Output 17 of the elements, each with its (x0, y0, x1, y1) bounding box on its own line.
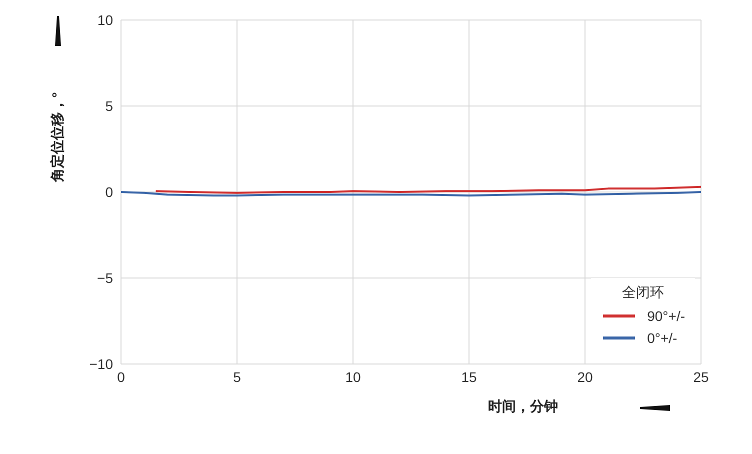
y-tick-label: 0 (105, 184, 114, 200)
legend-title: 全闭环 (621, 284, 666, 302)
line-series (154, 186, 701, 194)
y-tick-label: −5 (97, 270, 114, 286)
x-tick-label: 5 (233, 368, 242, 385)
x-tick-label: 25 (693, 368, 709, 385)
y-tick-label: −10 (89, 356, 114, 372)
y-tick-label: 5 (105, 98, 114, 114)
y-axis-title: 角定位位移，° (49, 92, 66, 182)
x-tick-label: 20 (577, 368, 593, 385)
x-tick-label: 15 (461, 368, 477, 385)
x-tick-label: 10 (345, 368, 361, 385)
legend-label: 90°+/- (647, 308, 685, 324)
y-tick-label: 10 (97, 12, 114, 28)
x-axis-title: 时间，分钟 (488, 398, 558, 416)
x-tick-label: 0 (117, 368, 126, 385)
legend-label: 0°+/- (647, 330, 678, 346)
